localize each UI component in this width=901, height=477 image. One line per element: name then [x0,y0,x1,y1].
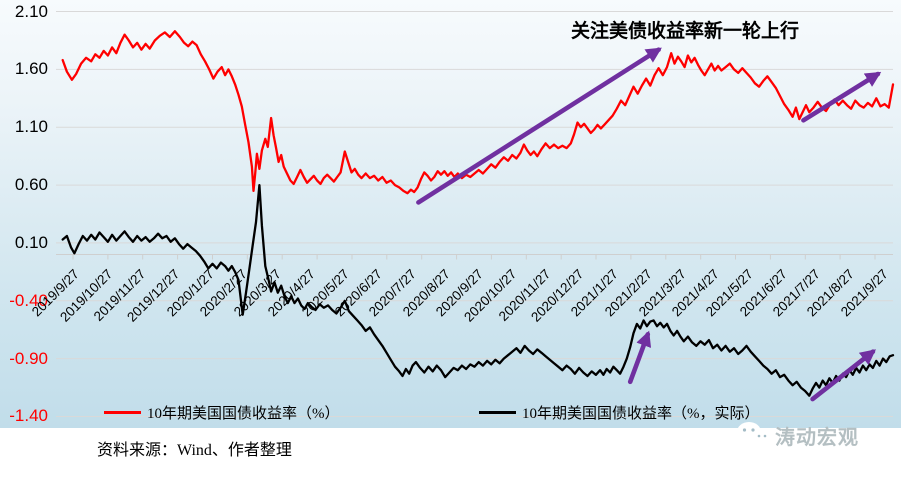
y-tick-label: 0.10 [14,233,48,252]
watermark: 涛动宏观 [735,420,859,450]
chart-area: 关注美债收益率新一轮上行 2.10 1.60 1.10 0.60 0.10 -0.40 -0… [0,0,901,428]
plot-svg [56,11,895,417]
y-tick-label: -0.40 [9,291,48,310]
y-tick-label: 0.60 [14,175,48,194]
wechat-icon [737,422,771,449]
legend-item: 10年期美国国债收益率（%） [104,403,340,422]
source-note: 资料来源：Wind、作者整理 [97,442,292,459]
legend-line-swatch [479,410,516,414]
y-tick-label: -0.90 [9,349,48,368]
y-tick-label: 1.10 [14,117,48,136]
legend-item: 10年期美国国债收益率（%，实际） [479,403,760,422]
watermark-text: 涛动宏观 [775,426,859,449]
legend-label: 10年期美国国债收益率（%，实际） [522,405,760,422]
chart-title: 关注美债收益率新一轮上行 [570,21,799,42]
y-tick-label: -1.40 [9,406,48,425]
legend-label: 10年期美国国债收益率（%） [147,405,340,422]
y-tick-label: 2.10 [14,2,48,21]
legend-line-swatch [104,410,141,414]
y-tick-label: 1.60 [14,59,48,78]
